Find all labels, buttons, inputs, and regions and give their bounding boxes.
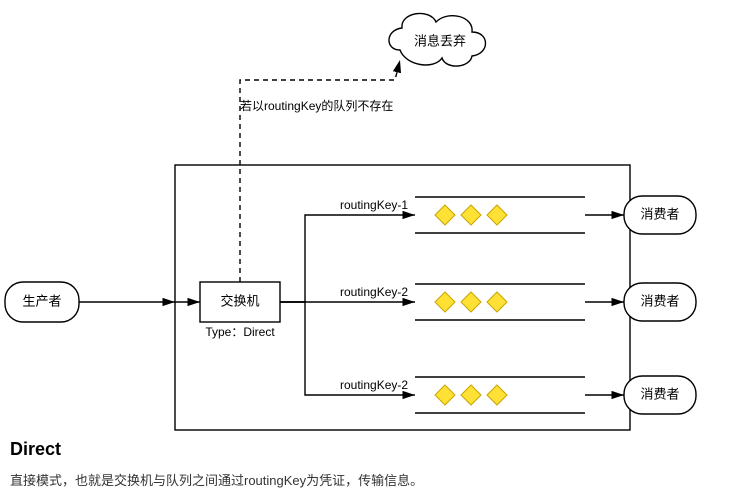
exchange-type-label: Type：Direct [205, 325, 275, 339]
consumer-label-0: 消费者 [640, 206, 679, 221]
routing-key-label-0: routingKey-1 [340, 198, 408, 212]
producer-label: 生产者 [22, 293, 61, 308]
routing-key-label-2: routingKey-2 [340, 378, 408, 392]
routing-key-label-1: routingKey-2 [340, 285, 408, 299]
queue-msg-icon [461, 205, 481, 225]
queue-msg-icon [487, 205, 507, 225]
queue-msg-icon [461, 292, 481, 312]
diagram-title: Direct [10, 439, 61, 459]
consumer-label-2: 消费者 [640, 386, 679, 401]
diagram-description: 直接模式，也就是交换机与队列之间通过routingKey为凭证，传输信息。 [10, 473, 423, 488]
queue-msg-icon [487, 292, 507, 312]
discard-cloud-label: 消息丢弃 [414, 33, 466, 48]
exchange-label: 交换机 [220, 293, 259, 308]
consumer-label-1: 消费者 [640, 293, 679, 308]
discard-arrow [240, 60, 400, 282]
queue-msg-icon [461, 385, 481, 405]
queue-msg-icon [435, 205, 455, 225]
discard-label: 若以routingKey的队列不存在 [240, 98, 393, 113]
queue-msg-icon [435, 292, 455, 312]
queue-msg-icon [487, 385, 507, 405]
queue-msg-icon [435, 385, 455, 405]
